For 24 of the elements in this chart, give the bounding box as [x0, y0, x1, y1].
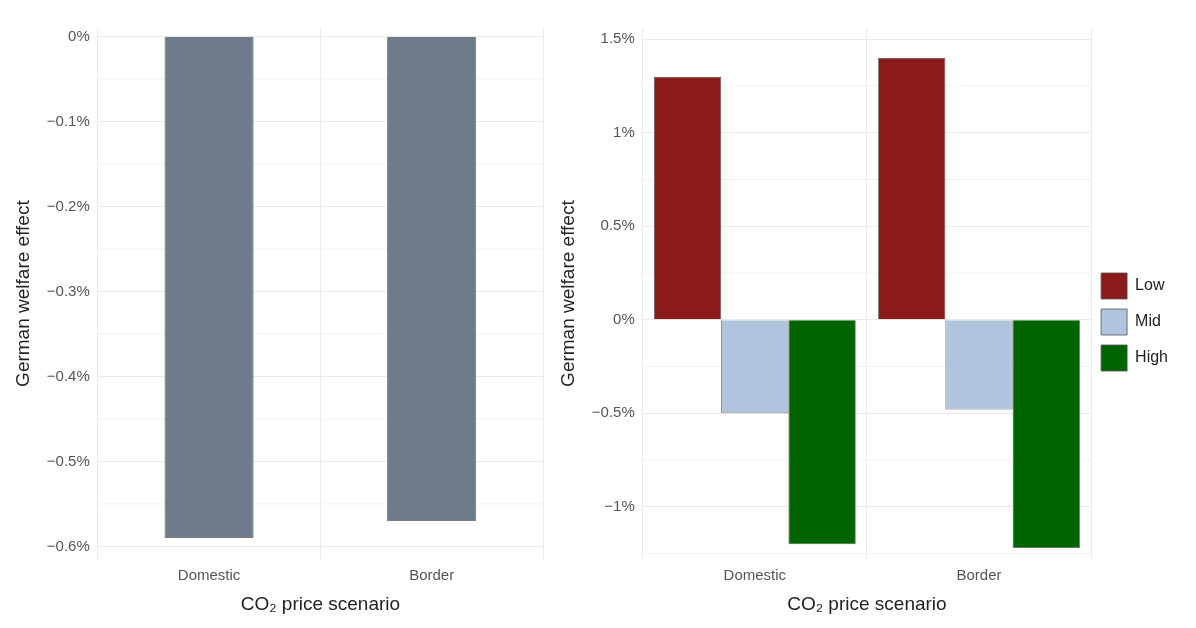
legend-label: Mid — [1135, 312, 1161, 330]
y-tick-label: 0% — [68, 26, 90, 44]
legend-label: Low — [1135, 276, 1165, 294]
y-tick-label: 1.5% — [600, 29, 635, 47]
x-tick-label: Domestic — [177, 566, 241, 584]
y-tick-label: −0.4% — [46, 366, 90, 384]
y-tick-label: −0.1% — [46, 111, 90, 129]
y-axis-title: German welfare effect — [556, 199, 578, 387]
x-axis-title: CO₂ price scenario — [240, 592, 401, 614]
y-tick-label: 1% — [613, 122, 635, 140]
y-tick-label: −0.5% — [591, 403, 635, 421]
x-tick-label: Border — [956, 566, 1002, 584]
y-tick-label: −0.5% — [46, 451, 90, 469]
y-tick-label: −0.6% — [46, 536, 90, 554]
y-tick-label: −0.3% — [46, 281, 90, 299]
y-tick-label: −0.2% — [46, 196, 90, 214]
x-tick-label: Domestic — [723, 566, 787, 584]
x-axis-title: CO₂ price scenario — [787, 592, 947, 614]
x-tick-label: Border — [409, 566, 455, 584]
y-tick-label: 0% — [613, 309, 635, 327]
legend-label: High — [1135, 348, 1168, 366]
y-tick-label: −1% — [604, 496, 635, 514]
y-tick-label: 0.5% — [600, 216, 635, 234]
y-axis-title: German welfare effect — [11, 199, 33, 387]
